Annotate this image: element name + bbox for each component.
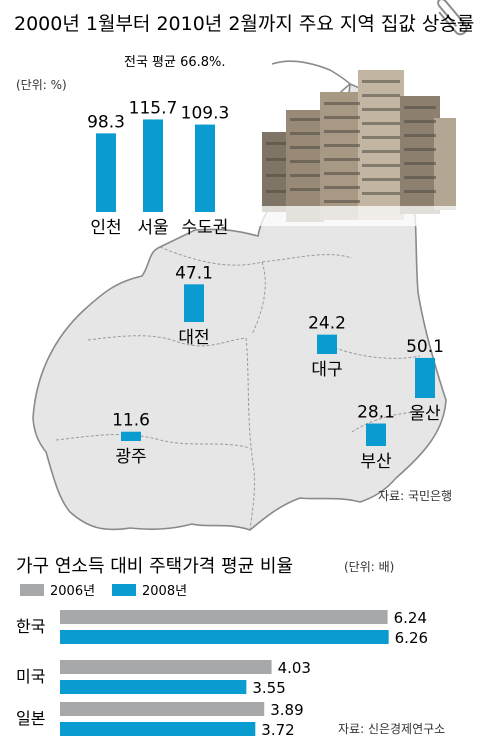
ratio-bar-한국-2008년 (60, 630, 389, 644)
map-bars: 98.3 인천 115.7 서울 109.3 수도권 47.1 대전 24.2 대구 50.1 울산 1… (87, 98, 444, 472)
map-chart-unit: (단위: %) (16, 78, 67, 92)
ratio-chart-title: 가구 연소득 대비 주택가격 평균 비율 (16, 556, 293, 577)
map-bar-7 (121, 431, 141, 441)
ratio-legend: 2006년 2008년 (20, 584, 187, 599)
map-city-label-6: 울산 (409, 404, 441, 424)
ratio-bar-value-2-2: 3.55 (252, 679, 285, 697)
map-chart-subtitle: 전국 평균 66.8%. (124, 55, 226, 70)
map-city-label-3: 수도권 (182, 218, 229, 238)
map-city-label-2: 서울 (137, 218, 168, 238)
ratio-bar-한국-2006년 (60, 610, 388, 624)
ratio-bar-value-1-2: 6.26 (395, 629, 428, 647)
map-chart-title: 2000년 1월부터 2010년 2월까지 주요 지역 집값 상승률 (14, 13, 474, 35)
legend-swatch-2006 (20, 584, 44, 596)
map-bar-value-6: 50.1 (406, 337, 444, 357)
ratio-bar-일본-2008년 (60, 722, 256, 736)
legend-label-2006: 2006년 (50, 584, 95, 599)
paper-clip-icon (437, 0, 468, 36)
map-bar-2 (143, 119, 163, 212)
map-city-label-4: 대전 (178, 328, 209, 348)
map-bar-5 (317, 334, 337, 354)
ratio-category-label-3: 일본 (16, 709, 45, 728)
legend-label-2008: 2008년 (142, 584, 187, 599)
ratio-bar-value-3-2: 3.72 (261, 721, 294, 739)
apartment-buildings-illustration (258, 70, 462, 226)
map-bar-value-7: 11.6 (112, 411, 150, 431)
map-bar-4 (184, 284, 204, 322)
ratio-category-label-2: 미국 (16, 667, 45, 686)
ratio-bars: 6.24 6.26 한국 4.03 3.55 미국 3.89 3.72 일본 (16, 609, 428, 739)
map-bar-value-8: 28.1 (357, 403, 395, 423)
map-city-label-8: 부산 (360, 452, 392, 472)
ratio-bar-value-1-1: 6.24 (394, 609, 427, 627)
map-bar-value-4: 47.1 (175, 263, 213, 283)
map-city-label-1: 인천 (90, 218, 121, 238)
ratio-bar-일본-2006년 (60, 702, 265, 716)
map-bar-value-1: 98.3 (87, 112, 125, 132)
map-bar-1 (96, 133, 116, 212)
map-city-label-5: 대구 (311, 360, 342, 380)
map-bar-value-5: 24.2 (308, 314, 346, 334)
ratio-bar-미국-2006년 (60, 660, 272, 674)
map-bar-value-3: 109.3 (181, 104, 230, 124)
map-bar-3 (195, 124, 215, 212)
map-bar-value-2: 115.7 (129, 98, 178, 118)
ratio-chart-unit: (단위: 배) (344, 560, 394, 574)
ratio-bar-value-3-1: 3.89 (270, 701, 303, 719)
ratio-bar-value-2-1: 4.03 (278, 659, 311, 677)
map-source: 자료: 국민은행 (378, 488, 452, 503)
ratio-bar-미국-2008년 (60, 680, 247, 694)
map-city-label-7: 광주 (115, 447, 146, 467)
province-borders (55, 246, 421, 531)
legend-swatch-2008 (112, 584, 136, 596)
ratio-category-label-1: 한국 (16, 617, 45, 636)
ratio-source: 자료: 신은경제연구소 (338, 722, 445, 736)
map-bar-8 (366, 423, 386, 446)
map-bar-6 (415, 357, 435, 398)
